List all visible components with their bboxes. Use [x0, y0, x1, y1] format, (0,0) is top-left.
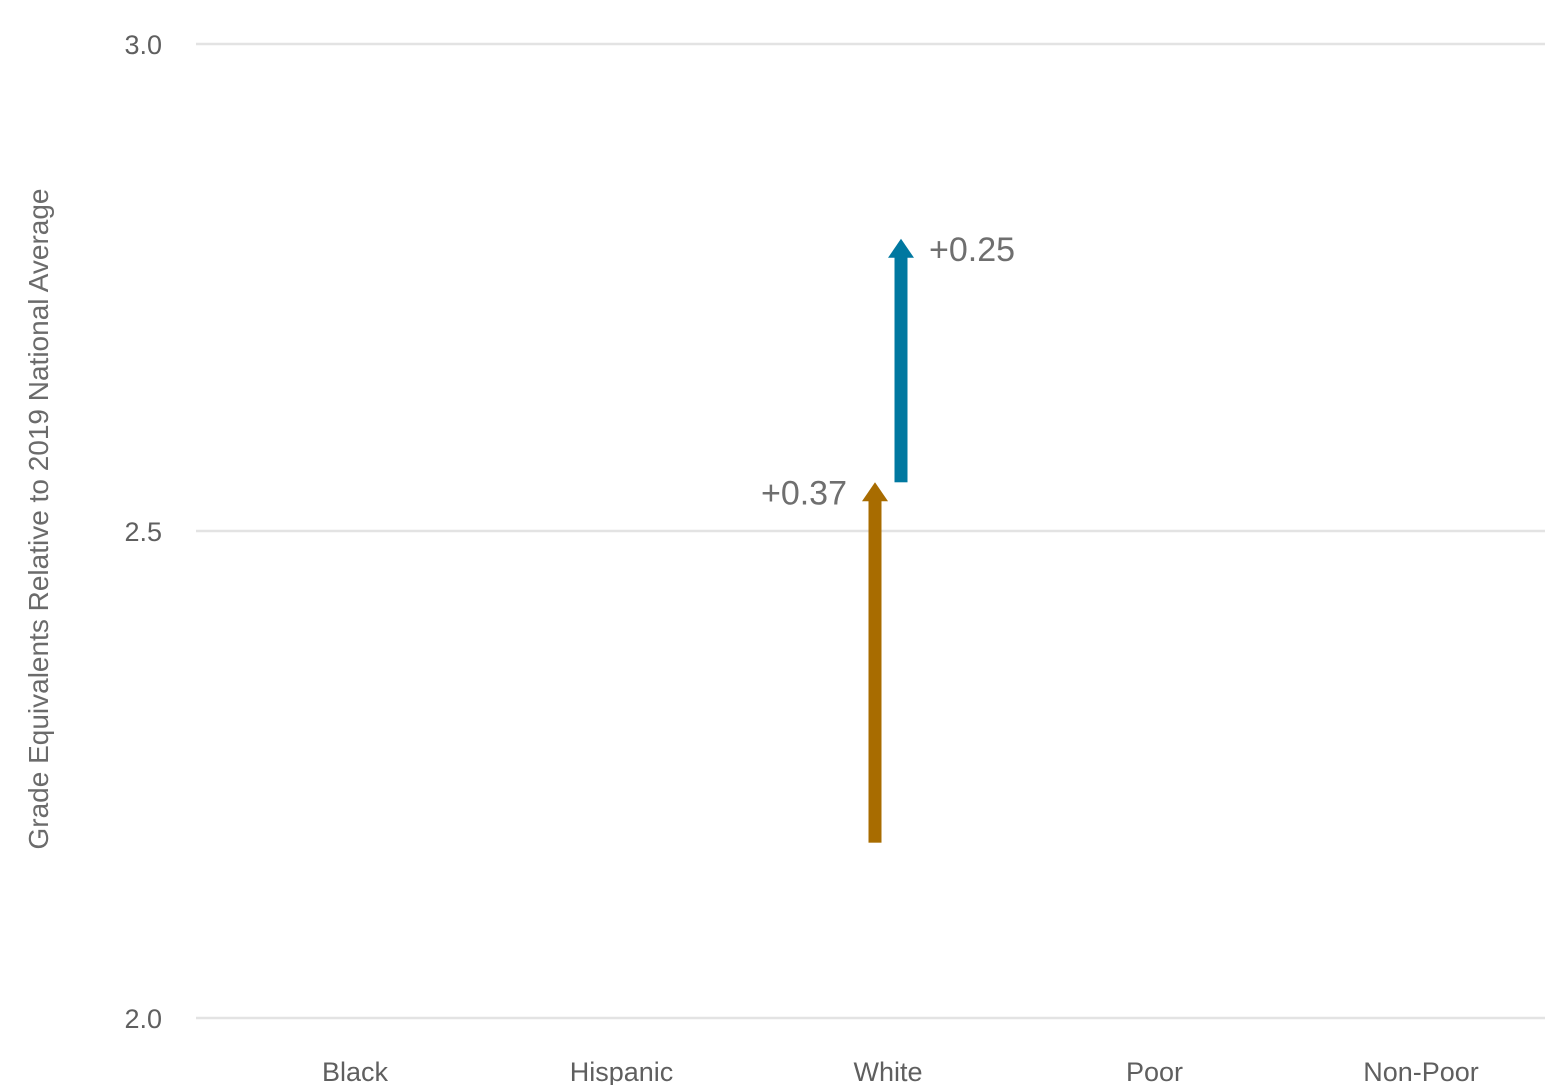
- y-axis-ticks: 2.0 2.5 3.0: [124, 30, 162, 1034]
- x-tick-label: Poor: [1126, 1057, 1183, 1085]
- arrows: +0.37 +0.25: [761, 231, 1015, 843]
- data-label: +0.25: [929, 231, 1015, 269]
- arrow-head: [862, 482, 888, 502]
- y-axis-title: Grade Equivalents Relative to 2019 Natio…: [23, 188, 54, 849]
- change-arrow: +0.37: [761, 474, 888, 843]
- arrow-head: [888, 238, 914, 258]
- x-tick-label: White: [853, 1057, 922, 1085]
- x-axis-ticks: Black Hispanic White Poor Non-Poor: [322, 1057, 1479, 1085]
- change-arrow: +0.25: [888, 231, 1015, 483]
- arrow-shaft: [894, 256, 908, 483]
- x-tick-label: Black: [322, 1057, 389, 1085]
- y-tick-label: 2.5: [124, 517, 162, 547]
- arrow-shaft: [868, 500, 882, 843]
- y-tick-label: 2.0: [124, 1004, 162, 1034]
- x-tick-label: Non-Poor: [1363, 1057, 1479, 1085]
- y-tick-label: 3.0: [124, 30, 162, 60]
- data-label: +0.37: [761, 474, 847, 512]
- x-tick-label: Hispanic: [570, 1057, 674, 1085]
